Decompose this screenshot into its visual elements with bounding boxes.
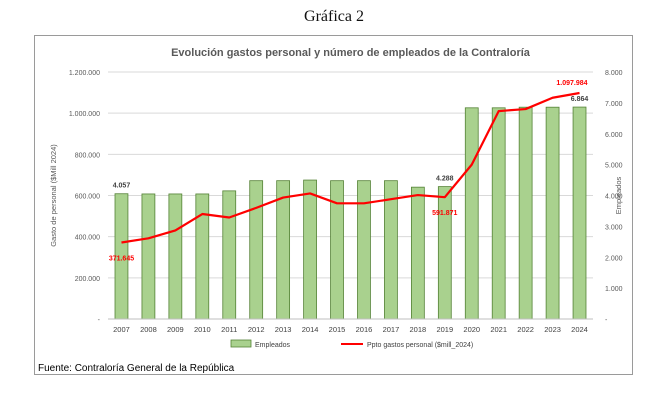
bar-empleados — [545, 106, 560, 320]
x-tick-label: 2023 — [544, 325, 561, 334]
x-tick-label: 2010 — [194, 325, 211, 334]
x-tick-label: 2014 — [302, 325, 319, 334]
left-tick-label: 400.000 — [75, 235, 100, 242]
bar-empleados — [249, 180, 264, 320]
legend-label-ppto: Ppto gastos personal ($mill_2024) — [367, 342, 473, 349]
bar-empleados — [491, 107, 506, 320]
x-tick-label: 2008 — [140, 325, 157, 334]
right-tick-label: 5.000 — [605, 163, 623, 170]
x-tick-label: 2020 — [463, 325, 480, 334]
x-tick-label: 2011 — [221, 325, 237, 334]
figure-caption: Gráfica 2 — [304, 8, 364, 25]
x-tick-label: 2024 — [571, 325, 588, 334]
bar-empleados — [303, 179, 317, 320]
right-tick-label: 8.000 — [605, 70, 623, 77]
source-note: Fuente: Contraloría General de la Repúbl… — [38, 363, 235, 374]
right-tick-label: 7.000 — [605, 101, 623, 108]
bar-empleados — [410, 186, 425, 320]
line-ppto-gastos — [121, 91, 580, 244]
y-axis-title-right: Empleados — [614, 176, 623, 214]
chart-title: Evolución gastos personal y número de em… — [171, 47, 531, 59]
data-label: 4.057 — [113, 183, 131, 190]
x-tick-label: 2013 — [275, 325, 292, 334]
bar-empleados — [168, 193, 183, 320]
left-tick-label: 1.000.000 — [69, 111, 100, 118]
left-tick-label: - — [98, 317, 101, 324]
bar-empleados — [518, 106, 533, 320]
x-tick-label: 2022 — [517, 325, 534, 334]
bar-empleados — [464, 107, 479, 320]
right-tick-label: 3.000 — [605, 224, 623, 231]
x-tick-label: 2012 — [248, 325, 265, 334]
data-label: 591.871 — [432, 210, 457, 217]
bar-empleados — [276, 180, 291, 320]
x-tick-label: 2017 — [383, 325, 400, 334]
left-tick-label: 200.000 — [75, 276, 100, 283]
bar-empleados — [141, 193, 156, 320]
right-tick-label: 4.000 — [605, 194, 623, 201]
right-tick-label: 2.000 — [605, 255, 623, 262]
x-tick-label: 2015 — [329, 325, 346, 334]
bar-empleados — [384, 180, 398, 320]
left-tick-label: 1.200.000 — [69, 70, 100, 77]
combo-chart: Evolución gastos personal y número de em… — [49, 47, 623, 349]
data-label: 1.097.984 — [556, 80, 587, 87]
legend-swatch-empleados — [230, 339, 252, 348]
x-tick-label: 2021 — [490, 325, 507, 334]
legend-label-empleados: Empleados — [255, 342, 291, 349]
right-tick-label: 1.000 — [605, 286, 623, 293]
data-label: 4.288 — [436, 176, 454, 183]
x-tick-label: 2018 — [410, 325, 427, 334]
bar-empleados — [437, 186, 452, 320]
bar-empleados — [195, 193, 210, 320]
chart-frame: Evolución gastos personal y número de em… — [34, 35, 633, 375]
right-tick-label: 6.000 — [605, 132, 623, 139]
x-tick-label: 2009 — [167, 325, 184, 334]
x-tick-label: 2019 — [436, 325, 453, 334]
x-tick-label: 2007 — [113, 325, 130, 334]
left-tick-label: 600.000 — [75, 194, 100, 201]
bar-empleados — [222, 190, 237, 320]
bar-empleados — [572, 106, 587, 320]
x-tick-label: 2016 — [356, 325, 373, 334]
data-label: 371.645 — [109, 256, 134, 263]
bar-empleados — [357, 180, 371, 320]
left-tick-label: 800.000 — [75, 152, 100, 159]
right-tick-label: - — [605, 317, 608, 324]
data-label: 6.864 — [571, 96, 589, 103]
y-axis-title-left: Gasto de personal ($Mill 2024) — [49, 144, 58, 247]
